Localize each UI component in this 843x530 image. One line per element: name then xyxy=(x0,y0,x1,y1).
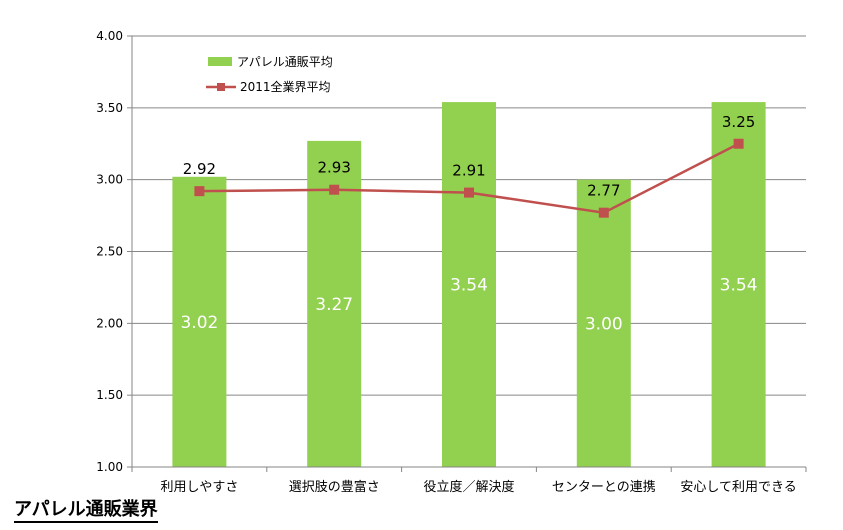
y-tick-label: 3.50 xyxy=(96,101,123,115)
legend-line-marker xyxy=(217,83,225,91)
line-point xyxy=(733,138,744,149)
y-tick-labels: 1.00 1.50 2.00 2.50 3.00 3.50 4.00 xyxy=(96,29,123,474)
x-tick-label: 利用しやすさ xyxy=(160,480,238,495)
bar-value-label: 3.27 xyxy=(315,295,353,315)
y-tick-label: 1.50 xyxy=(96,388,123,402)
line-point xyxy=(598,207,609,218)
axes xyxy=(131,36,807,472)
line-point xyxy=(194,186,205,197)
x-tick-label: 安心して利用できる xyxy=(680,480,796,495)
legend: アパレル通販平均 2011全業界平均 xyxy=(206,55,333,94)
page-caption: アパレル通販業界 xyxy=(14,499,158,523)
x-tick-label: 選択肢の豊富さ xyxy=(289,479,380,495)
bars xyxy=(172,102,766,468)
y-tick-label: 1.00 xyxy=(96,460,123,474)
bar xyxy=(576,179,631,467)
line-value-label: 2.93 xyxy=(317,159,350,177)
line-value-label: 3.25 xyxy=(722,113,755,131)
bar xyxy=(442,102,496,467)
line-value-label: 2.77 xyxy=(587,182,620,200)
line-value-label: 2.91 xyxy=(452,162,485,180)
y-tick-label: 2.00 xyxy=(96,316,123,330)
line-value-label: 2.92 xyxy=(183,160,216,178)
bar-value-label: 3.54 xyxy=(450,276,488,296)
x-tick-label: センターとの連携 xyxy=(552,479,656,495)
legend-bar-swatch xyxy=(208,57,232,66)
bar xyxy=(307,140,362,468)
x-tick-labels: 利用しやすさ 選択肢の豊富さ 役立度／解決度 センターとの連携 安心して利用できる xyxy=(160,479,796,495)
y-tick-label: 3.00 xyxy=(96,173,123,187)
x-tick-label: 役立度／解決度 xyxy=(423,479,514,495)
bar-value-label: 3.54 xyxy=(720,276,758,296)
legend-bar-label: アパレル通販平均 xyxy=(237,55,333,69)
legend-line-label: 2011全業界平均 xyxy=(240,79,331,94)
bar-value-label: 3.02 xyxy=(180,313,218,333)
line-series xyxy=(194,138,744,218)
line-point xyxy=(329,184,340,195)
data-labels: 3.02 3.27 3.54 3.00 3.54 2.92 2.93 2.91 2.77 3.25 xyxy=(180,113,757,335)
bar xyxy=(172,176,227,467)
bar xyxy=(711,102,766,467)
y-tick-label: 4.00 xyxy=(96,29,123,43)
y-tick-label: 2.50 xyxy=(96,245,123,259)
bar-value-label: 3.00 xyxy=(585,314,623,334)
line-point xyxy=(464,187,474,198)
chart: 1.00 1.50 2.00 2.50 3.00 3.50 4.00 利用しやすさ 選択肢の豊… xyxy=(96,29,807,495)
